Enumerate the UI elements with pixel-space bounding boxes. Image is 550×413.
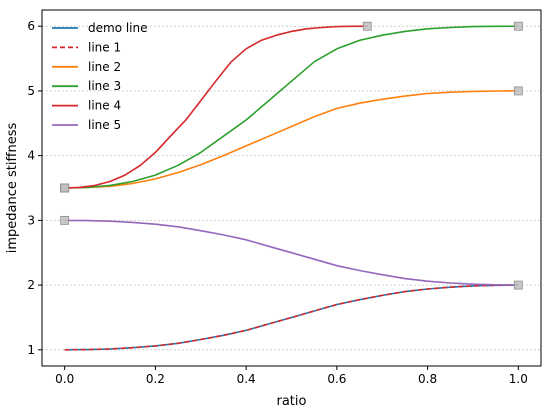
marker-2-1: [513, 86, 523, 96]
series-line-5: [64, 219, 519, 286]
series-lines: [64, 25, 519, 351]
legend-label-2: line 2: [88, 60, 121, 74]
y-axis-ticks: 1 2 3 4 5 6: [27, 19, 42, 357]
series-line-4: [64, 25, 368, 189]
legend-label-1: line 1: [88, 40, 121, 54]
y-grid-lines: [42, 25, 541, 351]
y-tick-label-1: 2: [27, 278, 35, 292]
plot-frame: [41, 9, 542, 367]
y-tick-label-2: 3: [27, 213, 35, 227]
marker-4-1: [362, 21, 372, 31]
y-tick-label-5: 6: [27, 19, 35, 33]
x-axis-ticks: 0.0 0.2 0.4 0.6 0.8 1.0: [55, 366, 528, 386]
y-tick-label-4: 5: [27, 84, 35, 98]
legend-label-4: line 4: [88, 99, 121, 113]
marker-3-1: [513, 21, 523, 31]
x-tick-label-5: 1.0: [509, 372, 528, 386]
series-line-1: [64, 284, 519, 351]
marker-5-1: [513, 280, 523, 290]
legend-label-3: line 3: [88, 79, 121, 93]
x-tick-label-3: 0.6: [327, 372, 346, 386]
series-line-2: [64, 90, 519, 189]
endpoint-markers: [60, 21, 523, 290]
x-tick-label-2: 0.4: [237, 372, 256, 386]
x-tick-label-0: 0.0: [55, 372, 74, 386]
legend-label-0: demo line: [88, 21, 148, 35]
legend-label-5: line 5: [88, 118, 121, 132]
x-tick-label-4: 0.8: [418, 372, 437, 386]
series-line-3: [64, 25, 519, 189]
y-axis-label: impedance stiffness: [5, 123, 20, 254]
x-tick-label-1: 0.2: [146, 372, 165, 386]
y-tick-label-0: 1: [27, 343, 35, 357]
marker-5-0: [60, 215, 70, 225]
marker-4-0: [60, 183, 70, 193]
y-tick-label-3: 4: [27, 149, 35, 163]
legend: demo line line 1 line 2 line 3 line 4 line 5: [52, 21, 148, 132]
x-axis-label: ratio: [277, 394, 307, 409]
